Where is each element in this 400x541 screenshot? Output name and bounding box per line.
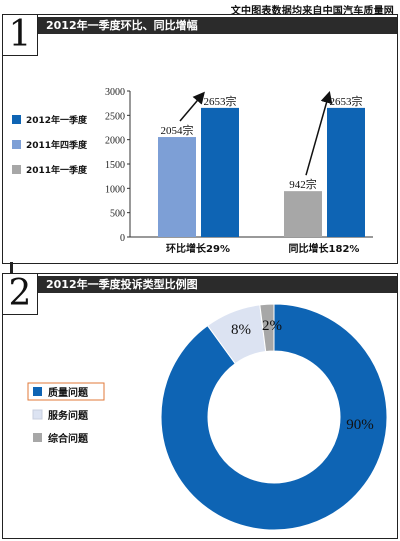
y-tick-label: 1000 [105,184,125,195]
donut-slice [160,303,388,531]
bar-value-label: 942宗 [289,177,317,191]
trend-arrow [179,91,205,122]
legend-label: 服务问题 [48,409,89,422]
bar-value-label: 2054宗 [161,123,194,137]
legend-swatch [12,140,21,149]
bar-chart-panel: 1 2012年一季度环比、同比增幅 0 500 1000 1500 2000 2500 30… [2,14,398,264]
legend-swatch [12,115,21,124]
bar [327,107,365,238]
legend-swatch [32,409,43,420]
panel-title: 2012年一季度投诉类型比例图 [38,276,397,293]
slice-percent-label: 90% [346,417,374,433]
bar [284,191,322,237]
panel-title: 2012年一季度环比、同比增幅 [38,17,397,34]
bar-value-label: 2653宗 [204,94,237,108]
y-tick-label: 1500 [105,160,125,171]
bar [158,137,196,237]
donut-slice [259,303,275,353]
legend-label: 综合问题 [48,432,89,445]
bar-value-label: 2653宗 [330,94,363,108]
legend-swatch [12,165,21,174]
trend-arrow [305,91,333,176]
category-label: 同比增长182% [289,242,360,255]
slice-percent-label: 8% [231,322,251,338]
category-label: 环比增长29% [166,242,230,255]
panel-number: 1 [3,15,38,56]
legend-swatch [33,387,42,396]
y-tick-label: 3000 [105,87,125,98]
legend-label: 2012年一季度 [26,114,88,126]
y-tick-label: 500 [110,209,125,220]
y-tick-label: 2500 [105,111,125,122]
y-tick-label: 2000 [105,136,125,147]
slice-percent-label: 2% [262,318,282,334]
source-note: 文中图表数据均来自中国汽车质量网 [230,6,394,17]
panel-tick-marker [10,262,13,274]
donut-chart-panel: 2 2012年一季度投诉类型比例图 90% 8% 2% 质量问题服务问题综合问题 [2,273,398,539]
bar-chart: 0 500 1000 1500 2000 2500 3000 2054宗 2653宗环比增长29… [12,87,373,255]
legend-label: 质量问题 [48,386,89,399]
bar [201,107,239,238]
legend-label: 2011年四季度 [26,139,88,151]
legend-highlight-box [27,382,105,401]
y-tick-label: 0 [120,233,125,244]
legend-label: 2011年一季度 [26,164,88,176]
panel-number: 2 [3,274,38,315]
legend-swatch [33,433,42,442]
